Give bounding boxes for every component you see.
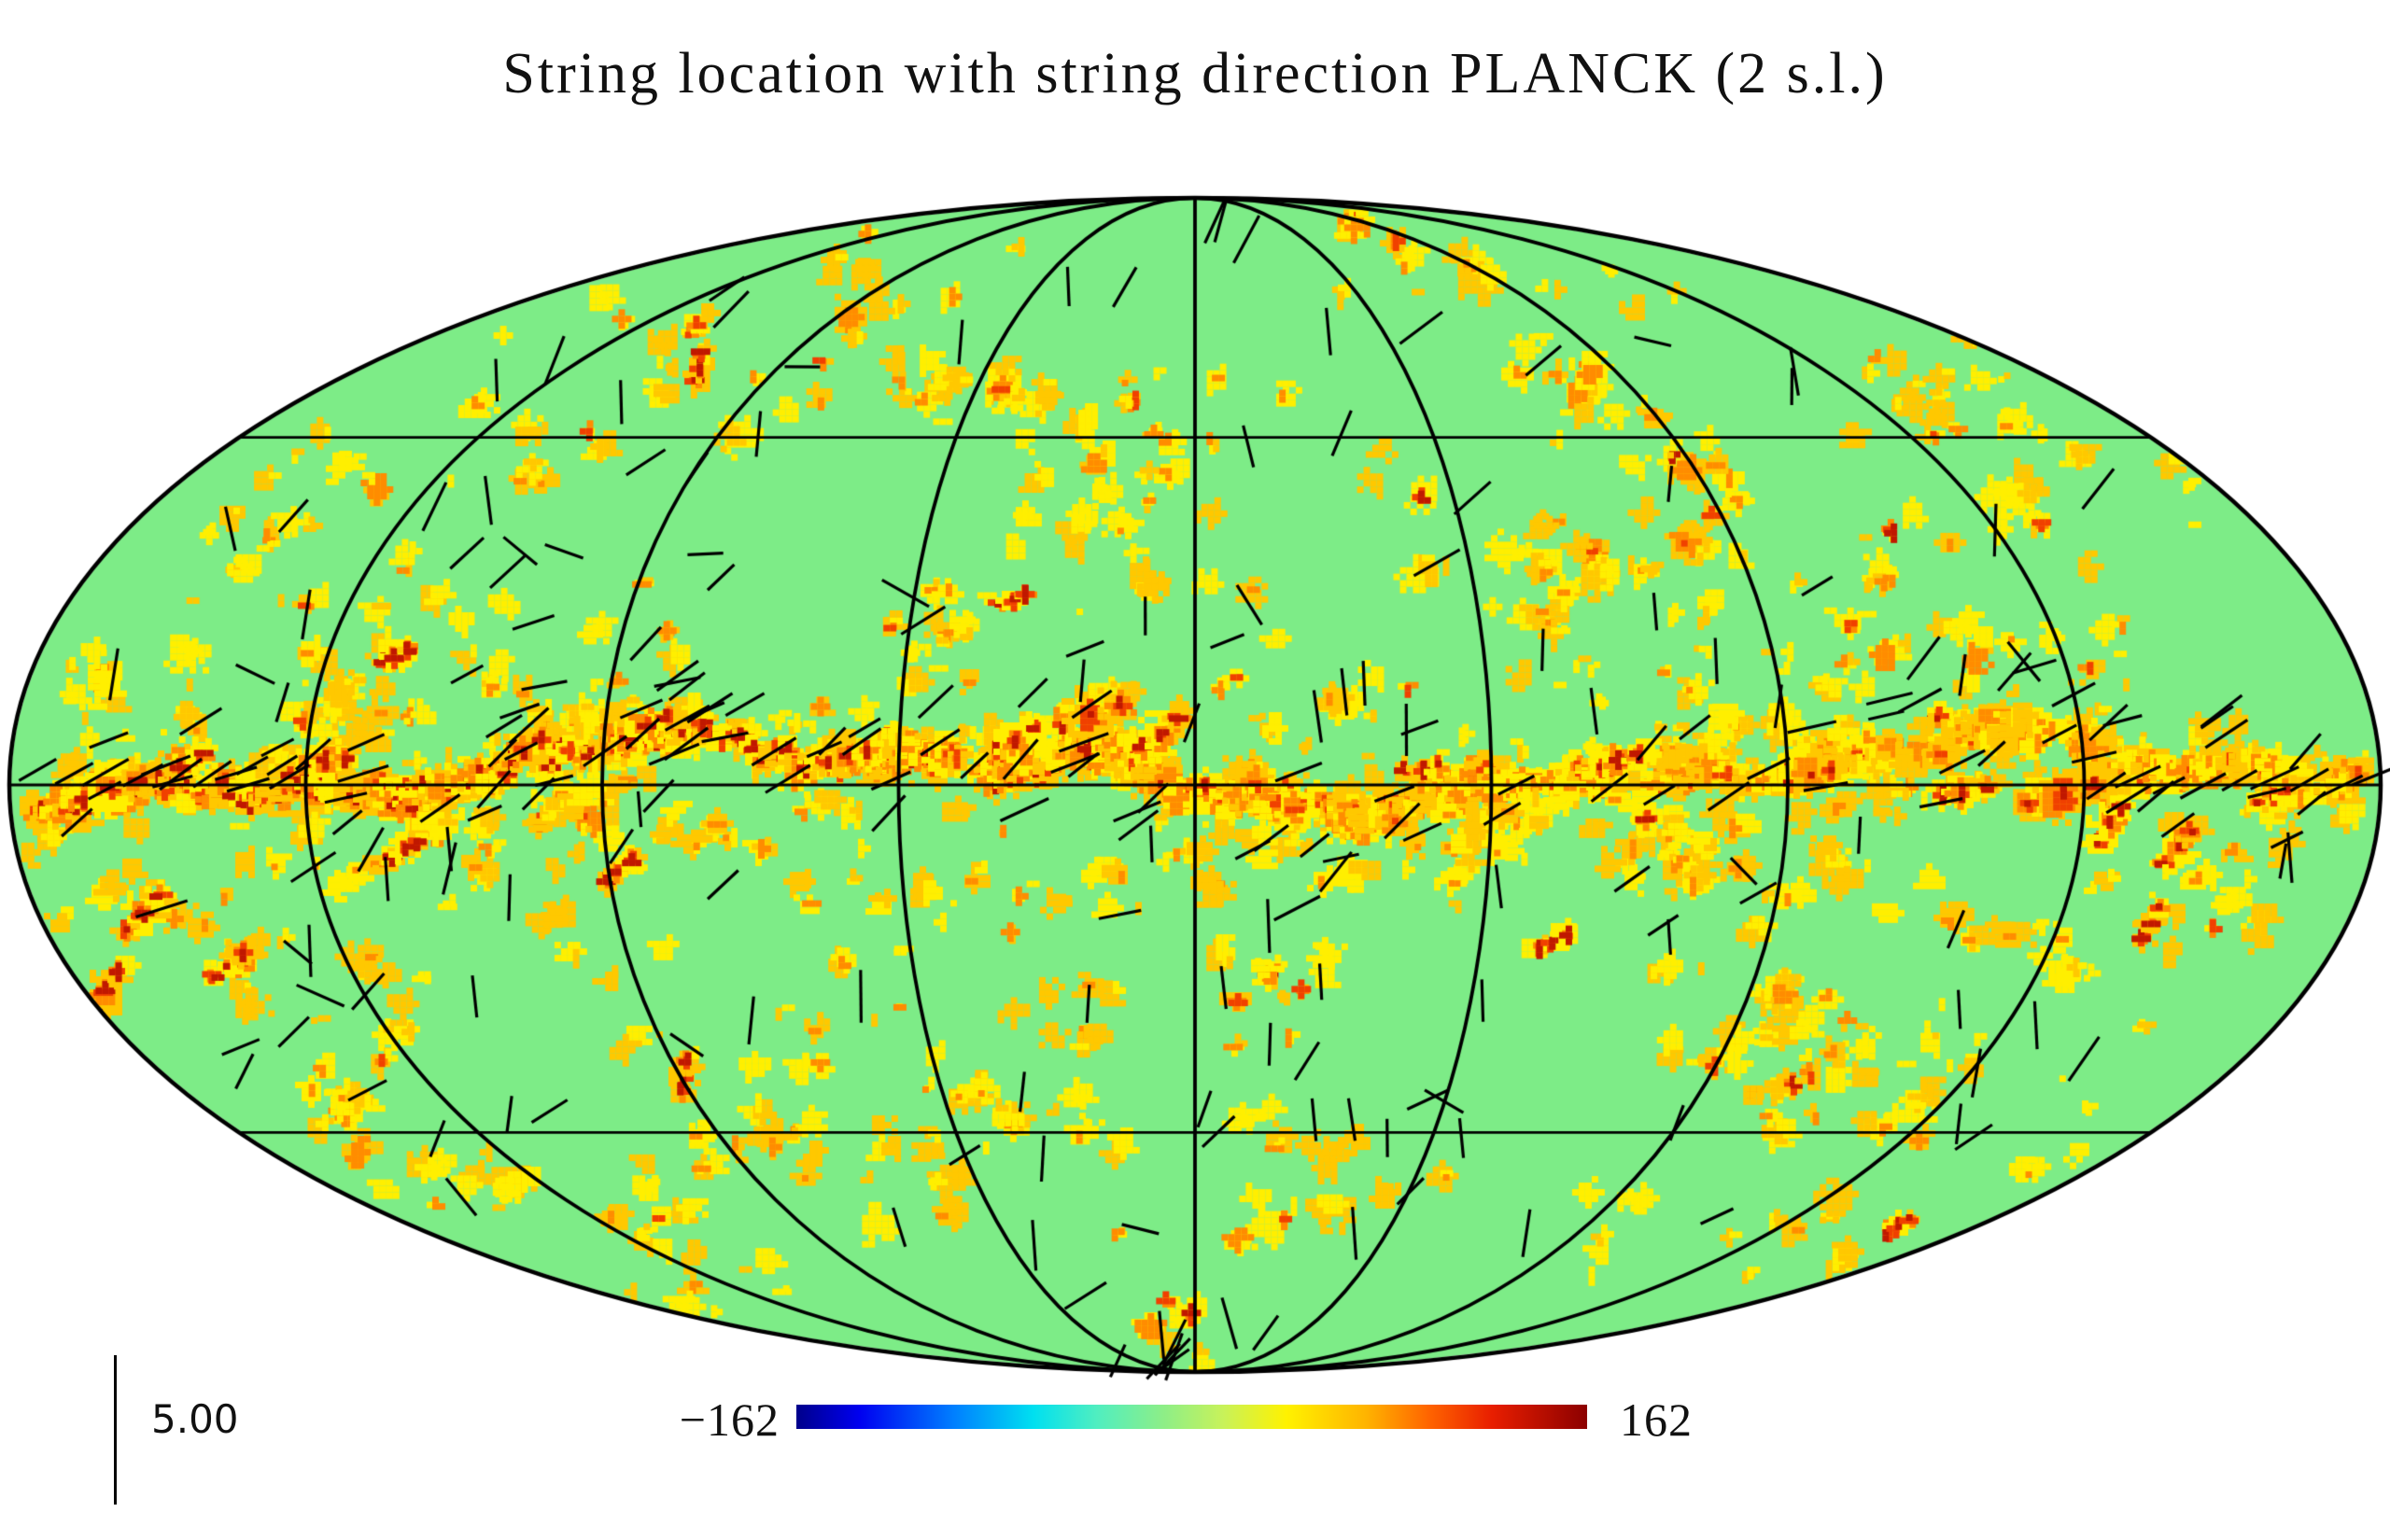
scale-bar bbox=[114, 1355, 117, 1505]
figure-title: String location with string direction PL… bbox=[502, 42, 1888, 105]
scale-bar-label: 5.00 bbox=[151, 1396, 239, 1442]
colorbar-gradient bbox=[796, 1405, 1587, 1429]
colorbar-max-label: 162 bbox=[1620, 1393, 1693, 1446]
colorbar-min-label: −162 bbox=[679, 1393, 780, 1446]
